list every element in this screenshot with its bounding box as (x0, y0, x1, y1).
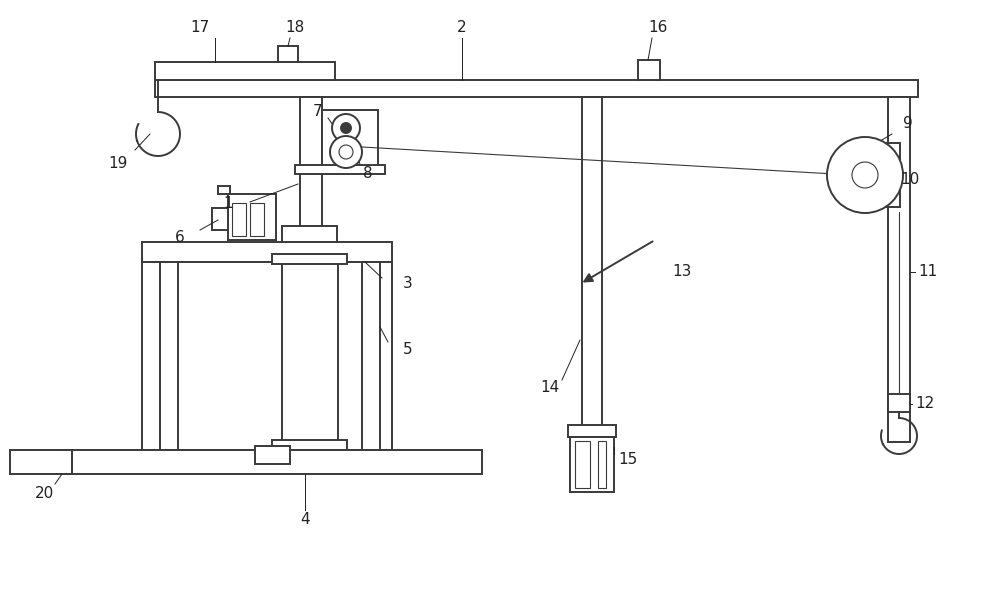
Bar (155, 62, 335, 80)
Bar (155, 80, 918, 97)
Text: 12: 12 (915, 397, 935, 412)
Bar (850, 143, 900, 207)
Bar (888, 97, 910, 442)
Text: 17: 17 (190, 19, 210, 34)
Bar (568, 425, 616, 437)
Text: 18: 18 (285, 19, 305, 34)
Bar (282, 262, 338, 450)
Bar (228, 194, 276, 240)
Bar (362, 262, 380, 450)
Text: 14: 14 (540, 379, 560, 394)
Bar (575, 441, 590, 488)
Text: 10: 10 (900, 173, 920, 187)
Text: 20: 20 (35, 486, 55, 501)
Bar (272, 254, 347, 264)
Bar (10, 450, 72, 474)
Text: 19: 19 (108, 157, 128, 172)
Bar (142, 262, 392, 450)
Bar (282, 226, 337, 242)
Text: 4: 4 (300, 512, 310, 527)
Bar (570, 437, 614, 492)
Bar (888, 394, 910, 412)
Text: 13: 13 (672, 264, 692, 279)
Text: 3: 3 (403, 276, 413, 291)
Circle shape (341, 123, 351, 133)
Text: 1: 1 (223, 196, 233, 211)
Bar (255, 446, 290, 464)
Text: 9: 9 (903, 117, 913, 131)
Text: 7: 7 (313, 105, 323, 120)
Circle shape (332, 114, 360, 142)
Text: 5: 5 (403, 343, 413, 358)
Bar (272, 440, 347, 450)
Text: 16: 16 (648, 19, 668, 34)
Bar (250, 203, 264, 236)
Bar (638, 60, 660, 80)
Text: 15: 15 (618, 453, 638, 468)
Bar (212, 208, 228, 230)
Bar (142, 242, 392, 262)
Bar (278, 46, 298, 62)
Bar (58, 450, 482, 474)
Bar (300, 97, 322, 450)
Circle shape (827, 137, 903, 213)
Bar (160, 262, 178, 450)
Text: 6: 6 (175, 229, 185, 244)
Circle shape (339, 145, 353, 159)
Text: 11: 11 (918, 264, 938, 279)
Bar (218, 186, 230, 194)
Bar (232, 203, 246, 236)
Bar (295, 165, 385, 174)
Bar (598, 441, 606, 488)
Circle shape (330, 136, 362, 168)
Circle shape (852, 162, 878, 188)
Text: 8: 8 (363, 167, 373, 181)
Text: 2: 2 (457, 19, 467, 34)
Bar (322, 110, 378, 167)
